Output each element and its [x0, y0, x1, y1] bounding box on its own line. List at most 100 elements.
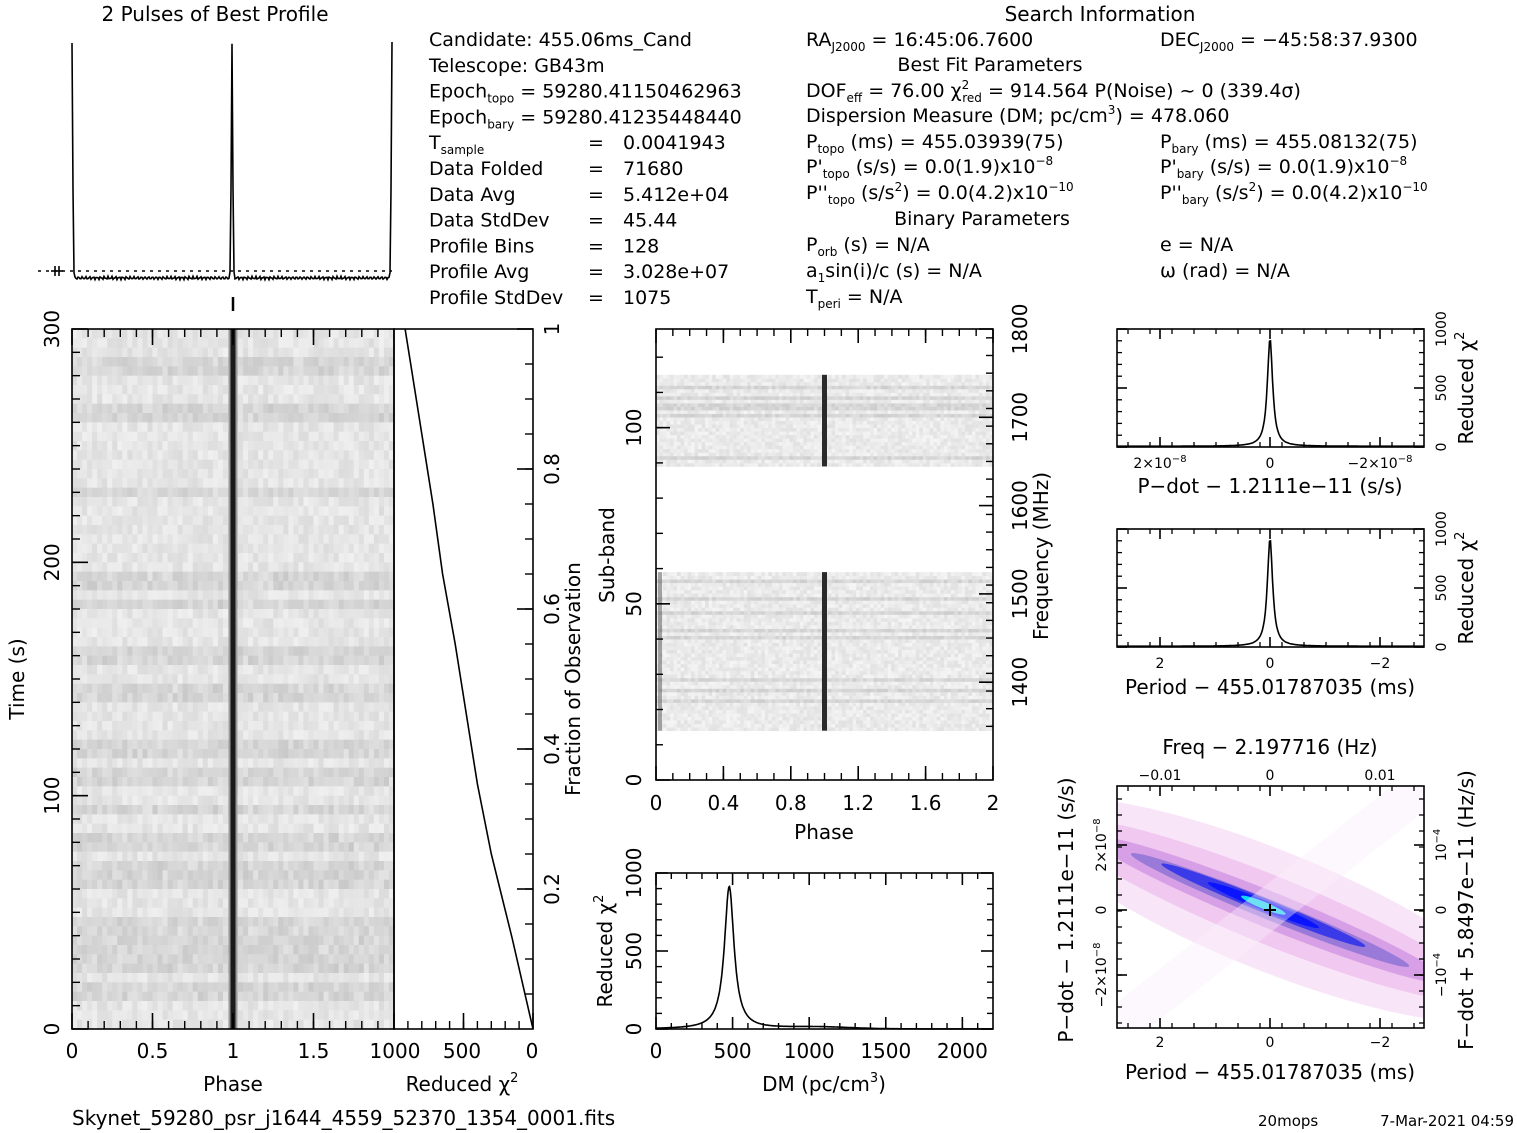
heatmap-cell [202, 693, 209, 703]
heatmap-cell [222, 861, 229, 871]
heatmap-cell [318, 889, 324, 899]
heatmap-cell [157, 777, 163, 787]
heatmap-cell [368, 805, 375, 815]
heatmap-cell [147, 543, 153, 554]
heatmap-cell [293, 786, 299, 797]
heatmap-cell [157, 926, 163, 937]
heatmap-cell [368, 730, 375, 741]
heatmap-cell [182, 1001, 189, 1011]
heatmap-cell [238, 758, 244, 769]
heatmap-cell [303, 730, 309, 741]
heatmap-cell [142, 739, 148, 750]
heatmap-cell [353, 917, 360, 927]
heatmap-cell [263, 403, 269, 414]
heatmap-cell [207, 795, 214, 806]
heatmap-cell [258, 441, 264, 451]
heatmap-cell [147, 805, 153, 815]
heatmap-cell [142, 571, 148, 582]
heatmap-cell [333, 571, 340, 582]
heatmap-cell [117, 767, 123, 778]
heatmap-cell [72, 749, 78, 759]
heatmap-cell [313, 674, 319, 685]
heatmap-cell [197, 637, 204, 647]
heatmap-cell [217, 879, 224, 890]
heatmap-cell [202, 571, 209, 582]
heatmap-cell [298, 982, 304, 993]
heatmap-cell [97, 805, 103, 815]
heatmap-cell [97, 553, 103, 563]
heatmap-cell [253, 823, 259, 834]
heatmap-cell [318, 637, 324, 647]
heatmap-cell [383, 478, 390, 489]
heatmap-cell [197, 982, 204, 993]
heatmap-cell [167, 786, 174, 797]
heatmap-cell [388, 702, 395, 713]
heatmap-cell [82, 739, 88, 750]
heatmap-cell [142, 795, 148, 806]
heatmap-cell [328, 375, 335, 386]
heatmap-cell [278, 711, 284, 722]
heatmap-cell [167, 450, 174, 461]
heatmap-cell [77, 431, 83, 442]
heatmap-cell [308, 394, 314, 405]
heatmap-cell [378, 795, 385, 806]
heatmap-cell [187, 515, 194, 526]
heatmap-cell [82, 973, 88, 983]
heatmap-cell [278, 907, 284, 918]
heatmap-cell [303, 534, 309, 545]
heatmap-cell [263, 609, 269, 619]
heatmap-cell [167, 870, 174, 881]
heatmap-cell [353, 879, 360, 890]
heatmap-cell [197, 571, 204, 582]
heatmap-cell [238, 730, 244, 741]
heatmap-cell [192, 935, 199, 946]
heatmap-cell [167, 581, 174, 591]
heatmap-cell [258, 963, 264, 974]
heatmap-cell [303, 917, 309, 927]
heatmap-cell [333, 777, 340, 787]
heatmap-cell [303, 945, 309, 955]
heatmap-cell [207, 655, 214, 666]
heatmap-cell [263, 329, 269, 339]
heatmap-cell [323, 991, 329, 1002]
heatmap-cell [283, 954, 289, 965]
heatmap-cell [333, 599, 340, 610]
heatmap-cell [87, 683, 93, 694]
heatmap-cell [102, 543, 108, 554]
heatmap-cell [333, 590, 340, 601]
heatmap-cell [368, 823, 375, 834]
heatmap-cell [217, 571, 224, 582]
heatmap-cell [283, 711, 289, 722]
heatmap-cell [132, 347, 138, 358]
heatmap-cell [147, 450, 153, 461]
heatmap-cell [167, 842, 174, 853]
heatmap-cell [92, 553, 98, 563]
heatmap-cell [142, 879, 148, 890]
heatmap-cell [77, 609, 83, 619]
heatmap-cell [243, 833, 249, 843]
heatmap-cell [243, 525, 249, 535]
heatmap-cell [162, 833, 168, 843]
heatmap-cell [172, 898, 179, 909]
heatmap-cell [278, 861, 284, 871]
heatmap-cell [343, 693, 350, 703]
heatmap-cell [253, 749, 259, 759]
heatmap-cell [278, 702, 284, 713]
heatmap-cell [353, 646, 360, 657]
heatmap-cell [77, 497, 83, 507]
heatmap-cell [132, 702, 138, 713]
heatmap-cell [243, 730, 249, 741]
heatmap-cell [192, 683, 199, 694]
heatmap-cell [343, 515, 350, 526]
heatmap-cell [278, 590, 284, 601]
heatmap-cell [107, 525, 113, 535]
heatmap-cell [318, 991, 324, 1002]
heatmap-cell [177, 599, 184, 610]
heatmap-cell [268, 683, 274, 694]
heatmap-cell [263, 627, 269, 638]
heatmap-cell [383, 842, 390, 853]
heatmap-cell [268, 422, 274, 433]
heatmap-cell [192, 581, 199, 591]
heatmap-cell [187, 338, 194, 349]
heatmap-cell [127, 338, 133, 349]
